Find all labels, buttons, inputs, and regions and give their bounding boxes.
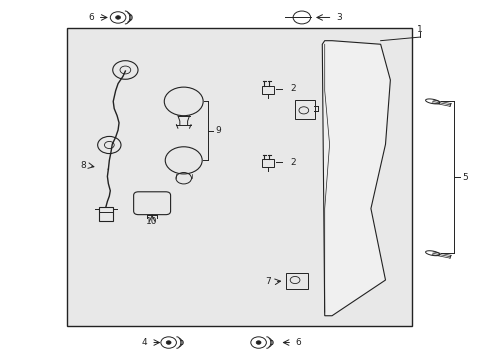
- Bar: [262, 159, 273, 167]
- Text: 3: 3: [336, 13, 342, 22]
- Bar: [285, 273, 307, 289]
- Text: 7: 7: [264, 277, 270, 286]
- Circle shape: [166, 341, 171, 344]
- Text: 9: 9: [214, 126, 220, 135]
- Bar: [262, 86, 273, 94]
- Text: 2: 2: [290, 158, 295, 167]
- Text: 10: 10: [146, 217, 158, 226]
- Bar: [67, 28, 411, 327]
- Bar: [294, 100, 314, 119]
- Polygon shape: [322, 41, 389, 316]
- Text: 6: 6: [88, 13, 94, 22]
- Text: 8: 8: [80, 161, 86, 170]
- Text: 6: 6: [294, 338, 300, 347]
- Text: 4: 4: [142, 338, 147, 347]
- Bar: [99, 207, 113, 221]
- Text: 1: 1: [416, 26, 422, 35]
- Text: 2: 2: [290, 84, 295, 93]
- Circle shape: [116, 16, 120, 19]
- Circle shape: [256, 341, 261, 344]
- Text: 5: 5: [461, 173, 467, 182]
